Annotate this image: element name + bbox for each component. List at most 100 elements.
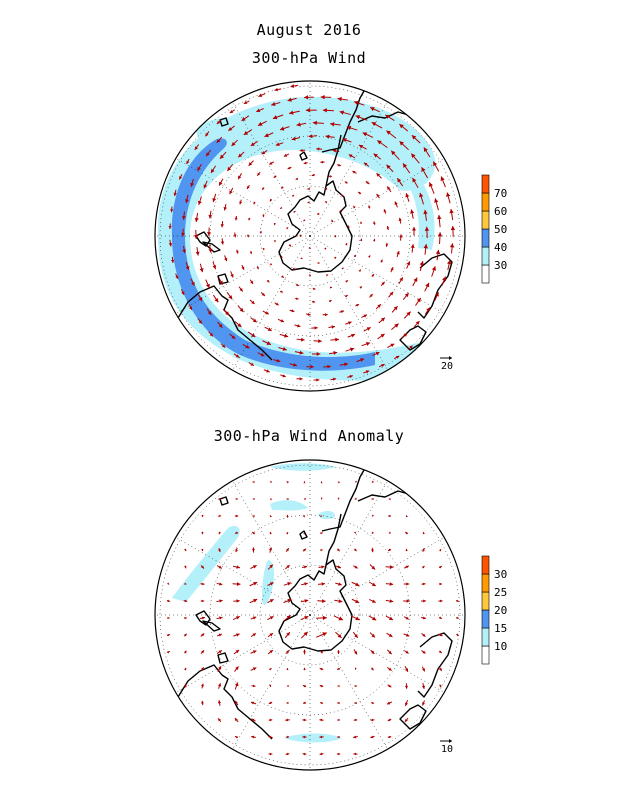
wind-vector-head (209, 332, 213, 337)
wind-vector-head (353, 752, 357, 756)
wind-vector-head (184, 617, 187, 620)
wind-vector-head (201, 532, 204, 535)
wind-vector-head (365, 370, 370, 374)
wind-vector-head (218, 497, 221, 500)
colorbar-segment (481, 591, 490, 611)
wind-vector-head (314, 326, 318, 330)
wind-vector-head (344, 181, 348, 184)
wind-vector-head (218, 718, 221, 722)
wind-vector-head (446, 192, 451, 197)
wind-vector-head (360, 238, 363, 241)
wind-vector-head (235, 700, 238, 705)
wind-vector-head (199, 268, 204, 273)
wind-vector-head (310, 364, 314, 369)
wind-vector-head (302, 718, 306, 722)
shading-15-20 (172, 525, 240, 602)
wind-vector-head (185, 199, 189, 203)
reference-vector-1: 20 (440, 356, 453, 372)
wind-vector-head (269, 684, 272, 687)
meridian-line (171, 235, 311, 317)
wind-vector-head (426, 307, 430, 312)
wind-vector-head (322, 632, 327, 637)
wind-vector-head (284, 333, 289, 338)
wind-vector-head (280, 319, 285, 323)
wind-vector-head (358, 191, 361, 195)
wind-vector-head (234, 682, 239, 687)
wind-vector-head (422, 582, 426, 586)
meridian-line (229, 235, 311, 375)
wind-vector-head (349, 347, 355, 352)
wind-vector-head (217, 683, 222, 687)
wind-vector-head (181, 232, 185, 237)
wind-vector-head (423, 209, 428, 215)
wind-vector-head (303, 649, 306, 653)
wind-vector-head (268, 547, 272, 551)
wind-vector-head (292, 194, 295, 197)
wind-vector-head (201, 700, 204, 704)
wind-vector-head (219, 582, 223, 586)
meridian-line (171, 614, 311, 696)
wind-vector-head (371, 702, 374, 705)
wind-vector-head (337, 497, 340, 500)
wind-vector-head (170, 209, 174, 213)
wind-vector-head (184, 684, 187, 688)
latitude-circle (259, 564, 361, 666)
wind-vector-head (198, 320, 202, 324)
wind-vector-head (410, 209, 415, 214)
wind-vector-head (337, 651, 340, 654)
wind-vector-head (246, 234, 250, 238)
wind-vector-head (246, 185, 250, 189)
wind-vector-head (194, 235, 199, 239)
wind-vector-head (303, 532, 305, 535)
wind-vector-head (369, 294, 373, 298)
wind-vector-head (220, 224, 224, 228)
wind-vector-head (337, 667, 340, 670)
panel1-title: 300-hPa Wind (251, 49, 367, 67)
wind-vector-head (354, 701, 357, 705)
wind-vector-head (291, 136, 296, 141)
wind-vector-head (449, 209, 454, 214)
wind-vector-head (311, 173, 315, 177)
wind-vector-head (354, 634, 358, 638)
wind-vector-head (368, 255, 371, 258)
coastline-segment (278, 180, 353, 273)
wind-vector-head (330, 122, 335, 127)
colorbar-segment (481, 645, 490, 665)
wind-vector-head (360, 221, 363, 224)
wind-vector-head (422, 650, 426, 654)
wind-vector-head (286, 668, 289, 671)
wind-vector-head (422, 702, 426, 706)
wind-vector-head (388, 667, 392, 671)
wind-vector-head (388, 633, 393, 637)
wind-vector-head (295, 177, 299, 180)
wind-vector-head (243, 130, 249, 135)
wind-vector-head (333, 351, 338, 355)
wind-vector-head (167, 599, 170, 602)
wind-vector-head (390, 343, 395, 348)
wind-vector-head (439, 633, 443, 637)
wind-vector-head (198, 297, 203, 302)
wind-vector-head (394, 201, 398, 205)
wind-vector-head (231, 141, 236, 146)
wind-vector-head (252, 650, 257, 654)
meridian-line (309, 155, 449, 237)
coastlines-2 (155, 460, 453, 740)
latitude-circle (159, 464, 461, 766)
wind-vector-head (303, 548, 307, 552)
wind-vector-head (303, 667, 306, 671)
wind-vector-head (386, 226, 390, 229)
wind-vector-head (337, 565, 341, 569)
wind-vector-head (352, 170, 356, 174)
wind-vector-head (354, 651, 358, 655)
wind-vector-head (207, 311, 212, 316)
colorbar-segment (481, 246, 490, 266)
wind-vector-head (406, 599, 410, 603)
wind-vector-head (168, 225, 172, 229)
wind-vector-head (456, 633, 459, 637)
wind-vector-head (319, 667, 323, 671)
wind-vector-head (302, 752, 306, 756)
wind-vector-head (201, 616, 205, 620)
wind-vector-head (385, 114, 390, 119)
wind-vector-head (303, 497, 306, 500)
wind-vector-head (184, 565, 187, 569)
